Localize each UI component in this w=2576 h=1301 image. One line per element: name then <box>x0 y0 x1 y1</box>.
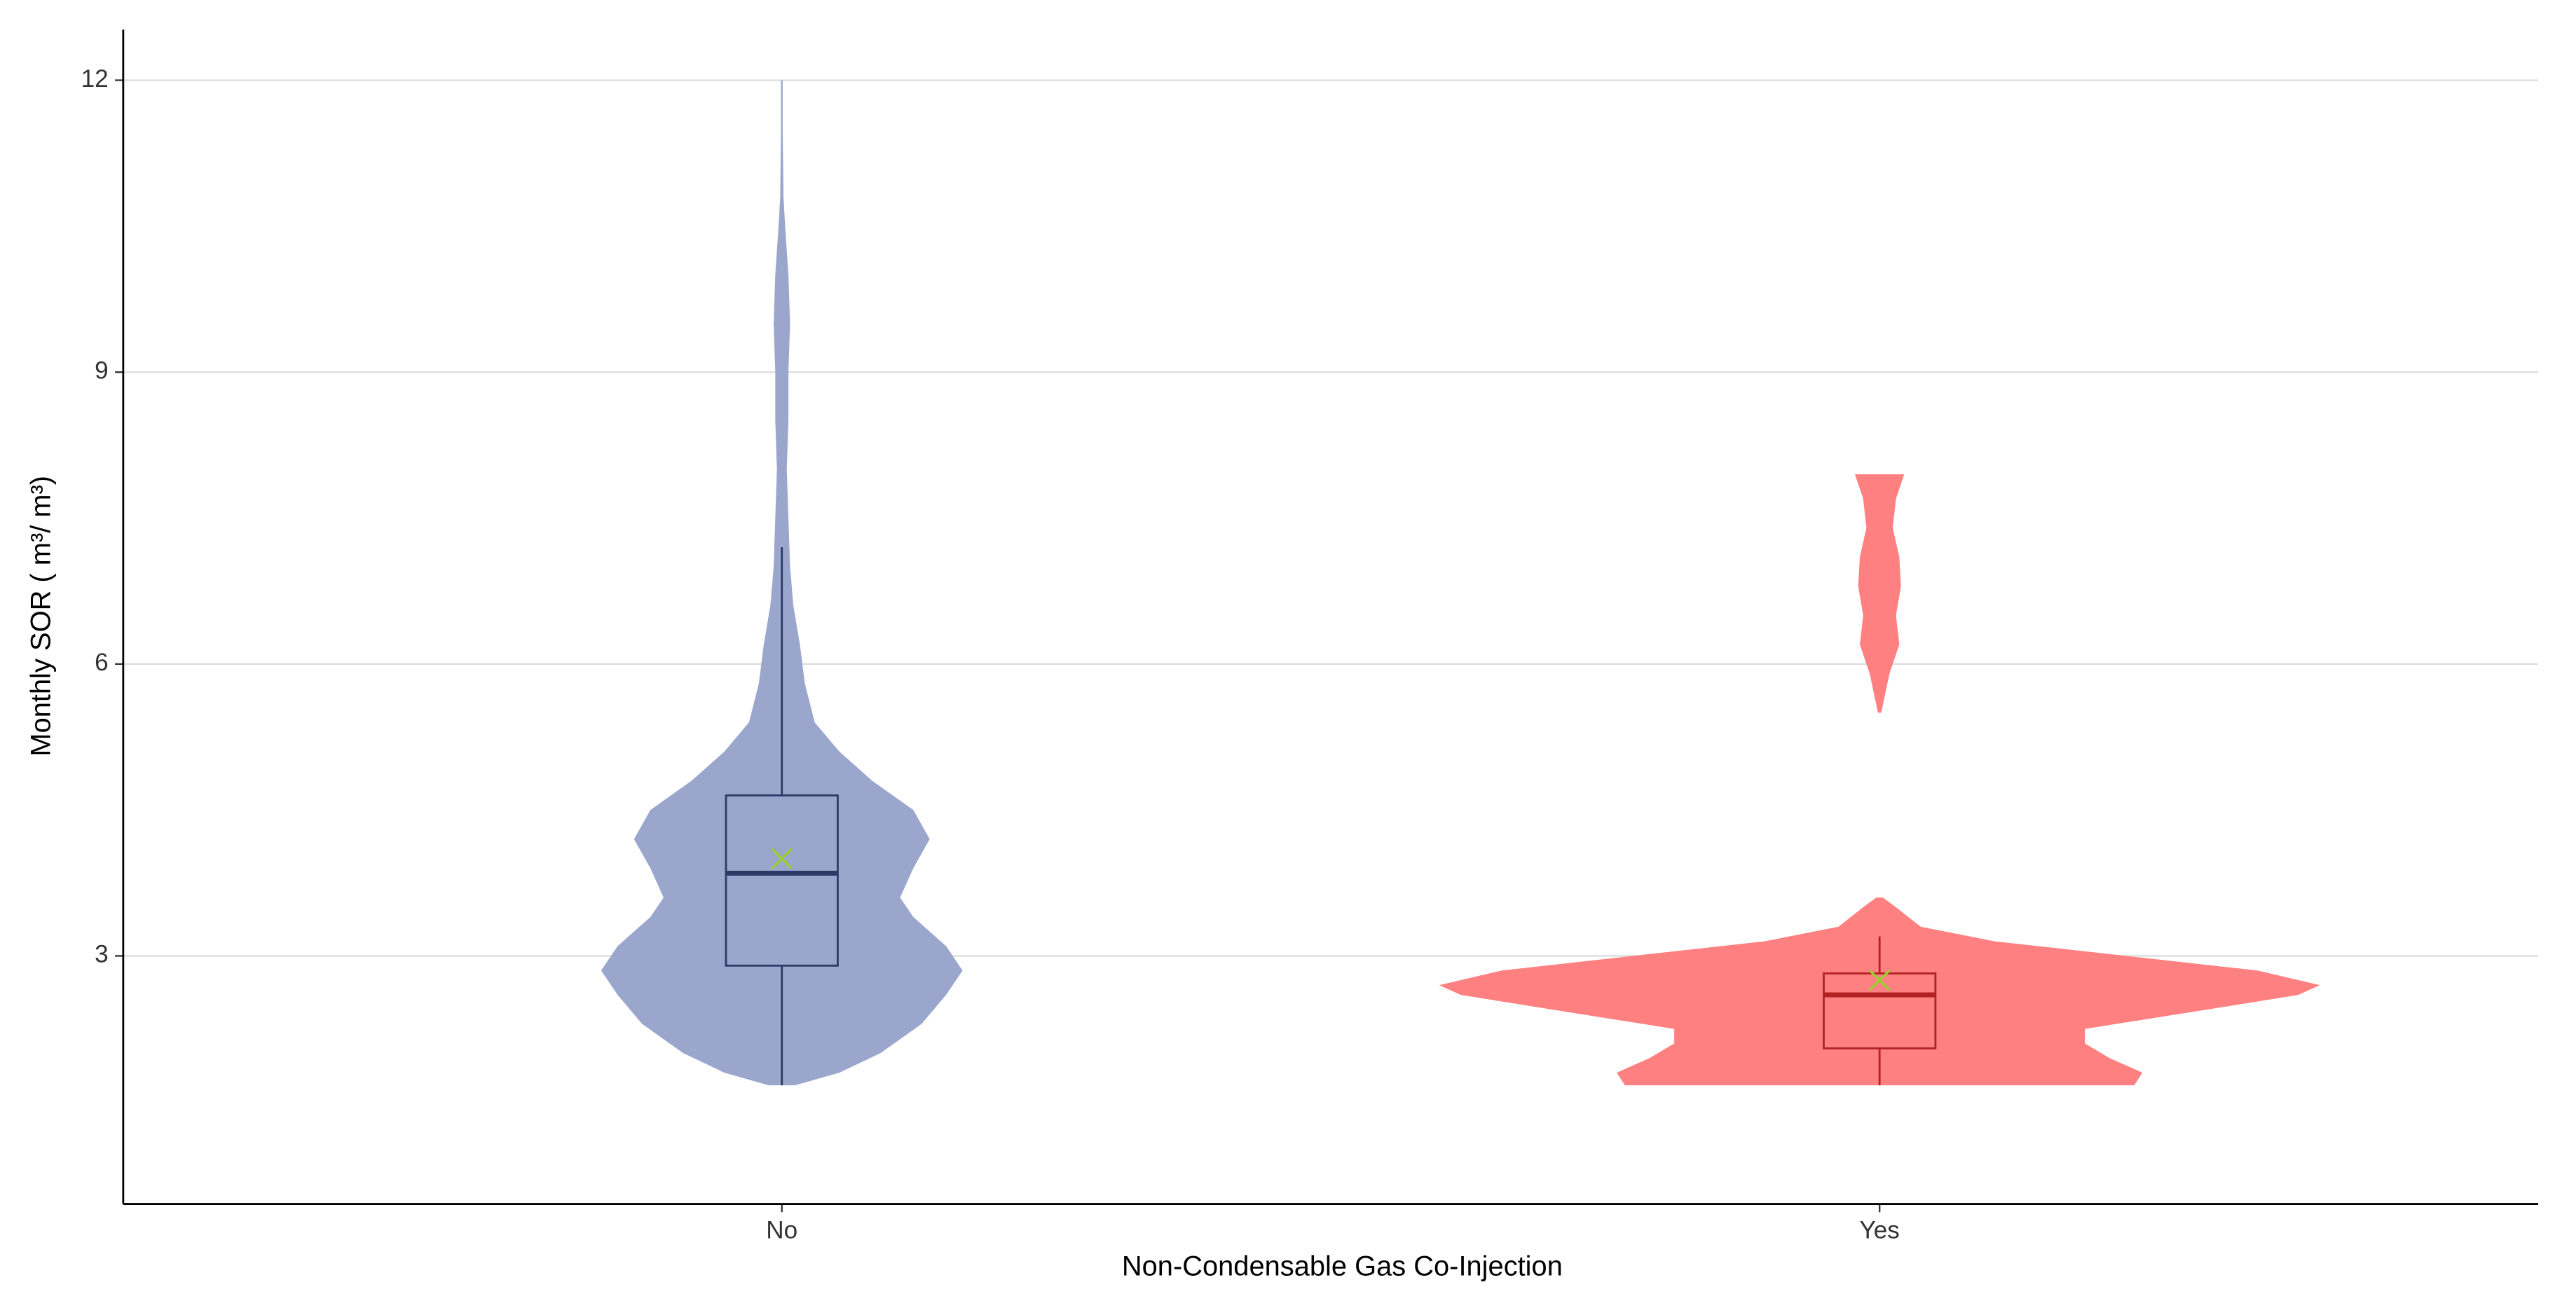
box <box>725 794 839 967</box>
x-tick-label: Yes <box>1860 1217 1900 1244</box>
y-tick-label: 9 <box>95 357 109 384</box>
violin <box>1439 897 2320 1086</box>
x-tick-label: No <box>766 1217 797 1244</box>
y-tick-label: 6 <box>95 649 109 676</box>
box <box>1823 972 1937 1049</box>
violin <box>1855 474 1905 713</box>
x-axis-label: Non-Condensable Gas Co-Injection <box>1122 1251 1563 1282</box>
mean-marker <box>1868 969 1891 991</box>
mean-marker <box>771 848 793 869</box>
mean-stroke <box>1868 969 1891 991</box>
y-tick-label: 3 <box>95 941 109 968</box>
y-axis-label: Monthly SOR ( m³/ m³) <box>25 476 56 757</box>
y-tick-label: 12 <box>81 65 109 92</box>
mean-stroke <box>771 848 793 869</box>
